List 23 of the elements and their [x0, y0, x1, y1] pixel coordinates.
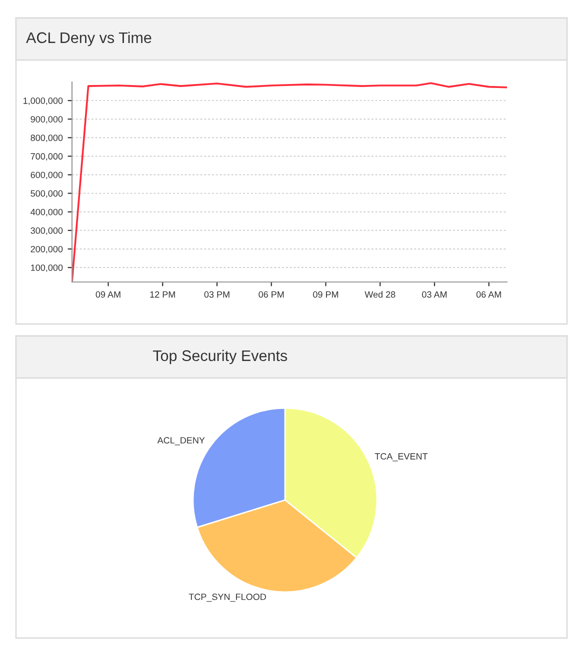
- x-tick-label: 03 AM: [422, 291, 447, 298]
- chart-title: ACL Deny vs Time: [26, 32, 152, 46]
- y-tick-label: 700,000: [30, 153, 63, 161]
- y-tick-label: 900,000: [30, 116, 63, 124]
- x-tick-label: 09 PM: [313, 291, 338, 298]
- slice-label: TCA_EVENT: [374, 453, 428, 462]
- x-tick-label: 09 AM: [96, 291, 120, 298]
- x-tick-label: 06 PM: [258, 291, 284, 298]
- y-tick-label: 800,000: [30, 134, 63, 142]
- x-tick-label: 06 AM: [476, 291, 501, 298]
- x-tick-label: 03 PM: [204, 291, 230, 298]
- y-tick-label: 100,000: [31, 264, 63, 272]
- x-tick-label: 12 PM: [150, 291, 175, 298]
- chart-title: Top Security Events: [152, 350, 288, 364]
- x-tick-label: Wed 28: [364, 291, 396, 298]
- y-tick-label: 300,000: [30, 227, 63, 235]
- slice-label: TCP_SYN_FLOOD: [188, 594, 266, 602]
- y-tick-label: 600,000: [30, 172, 63, 180]
- y-tick-label: 200,000: [30, 246, 63, 254]
- y-tick-label: 1,000,000: [24, 98, 63, 105]
- y-tick-label: 400,000: [30, 208, 63, 216]
- slice-label: ACL_DENY: [157, 437, 205, 446]
- y-tick-label: 500,000: [30, 190, 63, 198]
